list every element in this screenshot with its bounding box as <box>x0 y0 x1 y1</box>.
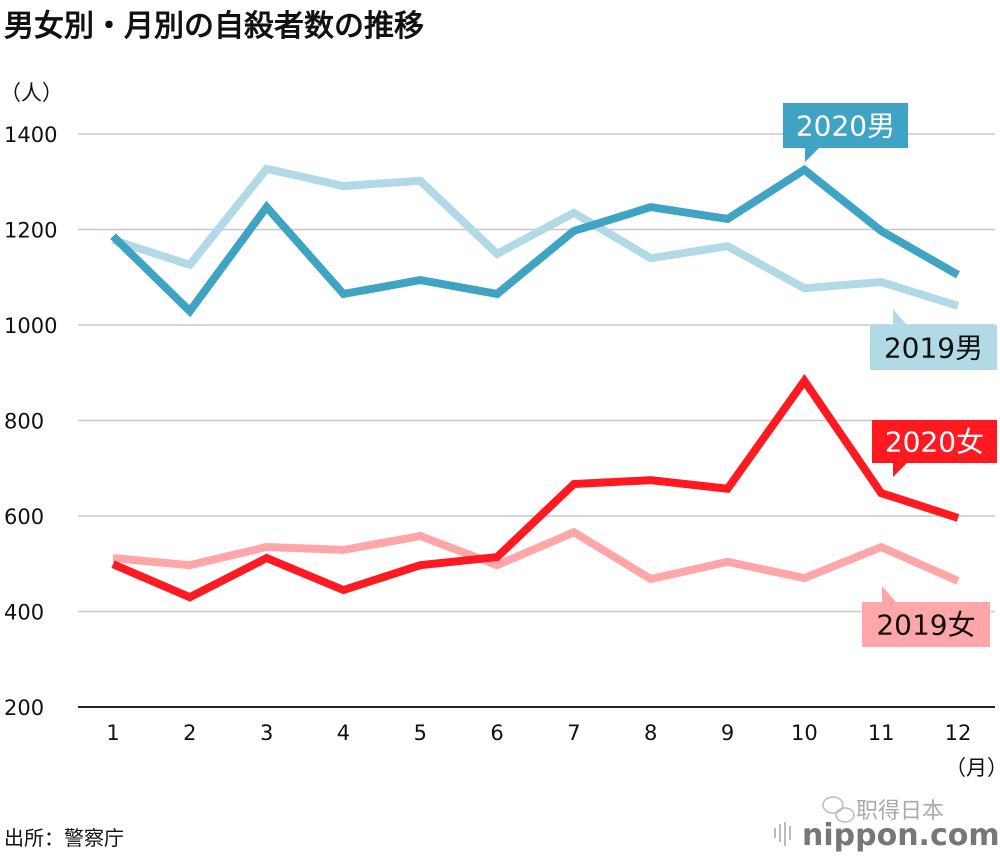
y-tick-label: 400 <box>4 601 44 625</box>
label-box <box>862 602 990 647</box>
y-tick-label: 800 <box>4 410 44 434</box>
series-label: 2019女 <box>862 586 990 647</box>
x-tick-label: 4 <box>337 721 350 745</box>
y-tick-label: 1200 <box>4 219 57 243</box>
x-tick-label: 3 <box>260 721 273 745</box>
x-tick-label: 12 <box>945 721 972 745</box>
series-label: 2019男 <box>870 309 997 370</box>
series-line <box>110 164 960 318</box>
legend-label: 2020女 <box>885 426 984 459</box>
x-tick-label: 7 <box>567 721 580 745</box>
x-axis-unit: （月） <box>945 756 1000 780</box>
label-pointer <box>893 309 907 325</box>
x-tick-label: 6 <box>490 721 503 745</box>
x-tick-label: 9 <box>721 721 734 745</box>
sound-bars-icon <box>774 822 791 846</box>
watermark: 职得日本 nippon.com <box>774 796 1000 853</box>
label-box <box>783 103 908 148</box>
series-line <box>111 373 960 602</box>
chart-title: 男女別・月別の自殺者数の推移 <box>4 9 424 44</box>
legend-label: 2019女 <box>876 609 975 642</box>
x-tick-label: 1 <box>106 721 119 745</box>
series-label: 2020女 <box>872 420 997 477</box>
x-tick-label: 5 <box>414 721 427 745</box>
source-note: 出所：警察庁 <box>4 826 124 850</box>
series-label: 2020男 <box>783 103 908 162</box>
label-pointer <box>893 463 907 477</box>
label-box <box>870 325 997 370</box>
watermark-text: 职得日本 <box>856 799 944 824</box>
y-tick-label: 200 <box>4 696 44 720</box>
y-tick-label: 1400 <box>4 123 57 147</box>
series-line <box>112 527 960 585</box>
wechat-icon <box>822 796 855 823</box>
label-pointer <box>882 586 896 602</box>
x-tick-label: 8 <box>644 721 657 745</box>
y-tick-label: 1000 <box>4 314 57 338</box>
series-line <box>111 164 960 310</box>
legend-label: 2020男 <box>796 110 895 143</box>
x-tick-label: 10 <box>791 721 818 745</box>
x-tick-label: 2 <box>183 721 196 745</box>
y-tick-label: 600 <box>4 505 44 529</box>
legend-label: 2019男 <box>884 332 983 365</box>
x-tick-label: 11 <box>868 721 895 745</box>
label-pointer <box>805 148 819 162</box>
y-axis-unit: （人） <box>0 81 63 105</box>
nippon-logo: nippon.com <box>802 818 1000 853</box>
label-box <box>872 420 997 463</box>
